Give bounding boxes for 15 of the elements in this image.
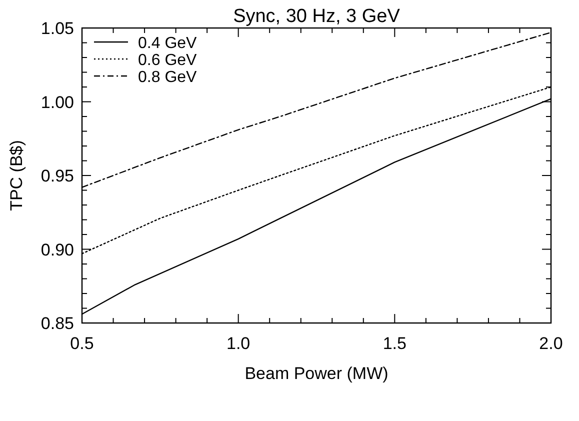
x-axis-title: Beam Power (MW)	[244, 364, 388, 383]
y-tick-label: 0.90	[40, 240, 74, 260]
y-tick-label: 0.95	[40, 166, 74, 186]
chart-title: Sync, 30 Hz, 3 GeV	[233, 6, 400, 27]
legend-label: 0.4 GeV	[138, 35, 198, 52]
x-tick-label: 1.5	[382, 334, 406, 353]
y-tick-label: 1.00	[40, 92, 74, 112]
legend-label: 0.8 GeV	[138, 69, 198, 86]
y-tick-label: 0.85	[40, 314, 74, 333]
x-tick-label: 1.0	[226, 334, 250, 353]
x-tick-label: 2.0	[539, 334, 563, 353]
x-tick-label: 0.5	[70, 334, 94, 353]
legend-label: 0.6 GeV	[138, 52, 198, 69]
y-tick-label: 1.05	[40, 19, 74, 38]
y-axis-title: TPC (B$)	[7, 140, 26, 211]
